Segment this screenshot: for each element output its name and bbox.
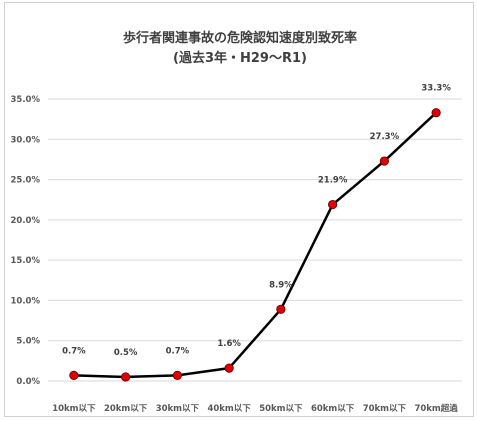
data-point <box>276 304 286 314</box>
chart-subtitle: (過去3年・H29～R1) <box>173 50 307 66</box>
chart-frame <box>4 2 474 417</box>
y-axis-ticks: 0.0% 5.0% 10.0% 15.0% 20.0% 25.0% 30.0% 35.0% <box>11 95 41 387</box>
data-point <box>431 108 441 118</box>
data-label: 8.9% <box>269 280 293 290</box>
y-tick-label: 30.0% <box>11 135 41 145</box>
x-tick-label: 20km以下 <box>104 404 148 414</box>
x-tick-label: 10km以下 <box>52 404 96 414</box>
x-tick-label: 50km以下 <box>259 404 303 414</box>
chart-title: 歩行者関連事故の危険認知速度別致死率 <box>123 30 357 46</box>
x-tick-label: 30km以下 <box>156 404 200 414</box>
series-markers <box>69 108 441 382</box>
y-tick-label: 35.0% <box>11 95 41 105</box>
y-tick-label: 10.0% <box>11 296 41 306</box>
x-tick-label: 40km以下 <box>207 404 251 414</box>
x-axis-ticks: 10km以下 20km以下 30km以下 40km以下 50km以下 60km以下 70km… <box>52 403 458 414</box>
y-tick-label: 25.0% <box>11 176 41 186</box>
data-label: 0.7% <box>62 346 86 356</box>
data-label: 27.3% <box>370 132 400 142</box>
data-point <box>224 363 234 373</box>
data-point <box>379 156 389 166</box>
y-tick-label: 0.0% <box>16 377 40 387</box>
y-tick-label: 20.0% <box>11 216 41 226</box>
data-label: 21.9% <box>318 176 348 186</box>
series-line-group <box>73 111 437 379</box>
data-label: 33.3% <box>421 84 451 94</box>
data-label: 0.7% <box>166 346 190 356</box>
y-tick-label: 5.0% <box>16 337 40 347</box>
y-tick-label: 15.0% <box>11 256 41 266</box>
data-label: 1.6% <box>217 339 241 349</box>
data-point <box>121 372 131 382</box>
gridlines <box>48 98 462 382</box>
x-tick-label: 60km以下 <box>311 404 355 414</box>
data-point <box>69 370 79 380</box>
data-label: 0.5% <box>114 348 138 358</box>
data-labels: 0.7% 0.5% 0.7% 1.6% 8.9% 21.9% 27.3% 33.3% <box>62 84 451 358</box>
data-point <box>172 370 182 380</box>
data-point <box>328 199 338 210</box>
x-tick-label: 70km超過 <box>414 403 458 414</box>
series-line <box>73 111 437 379</box>
x-tick-label: 70km以下 <box>363 404 407 414</box>
